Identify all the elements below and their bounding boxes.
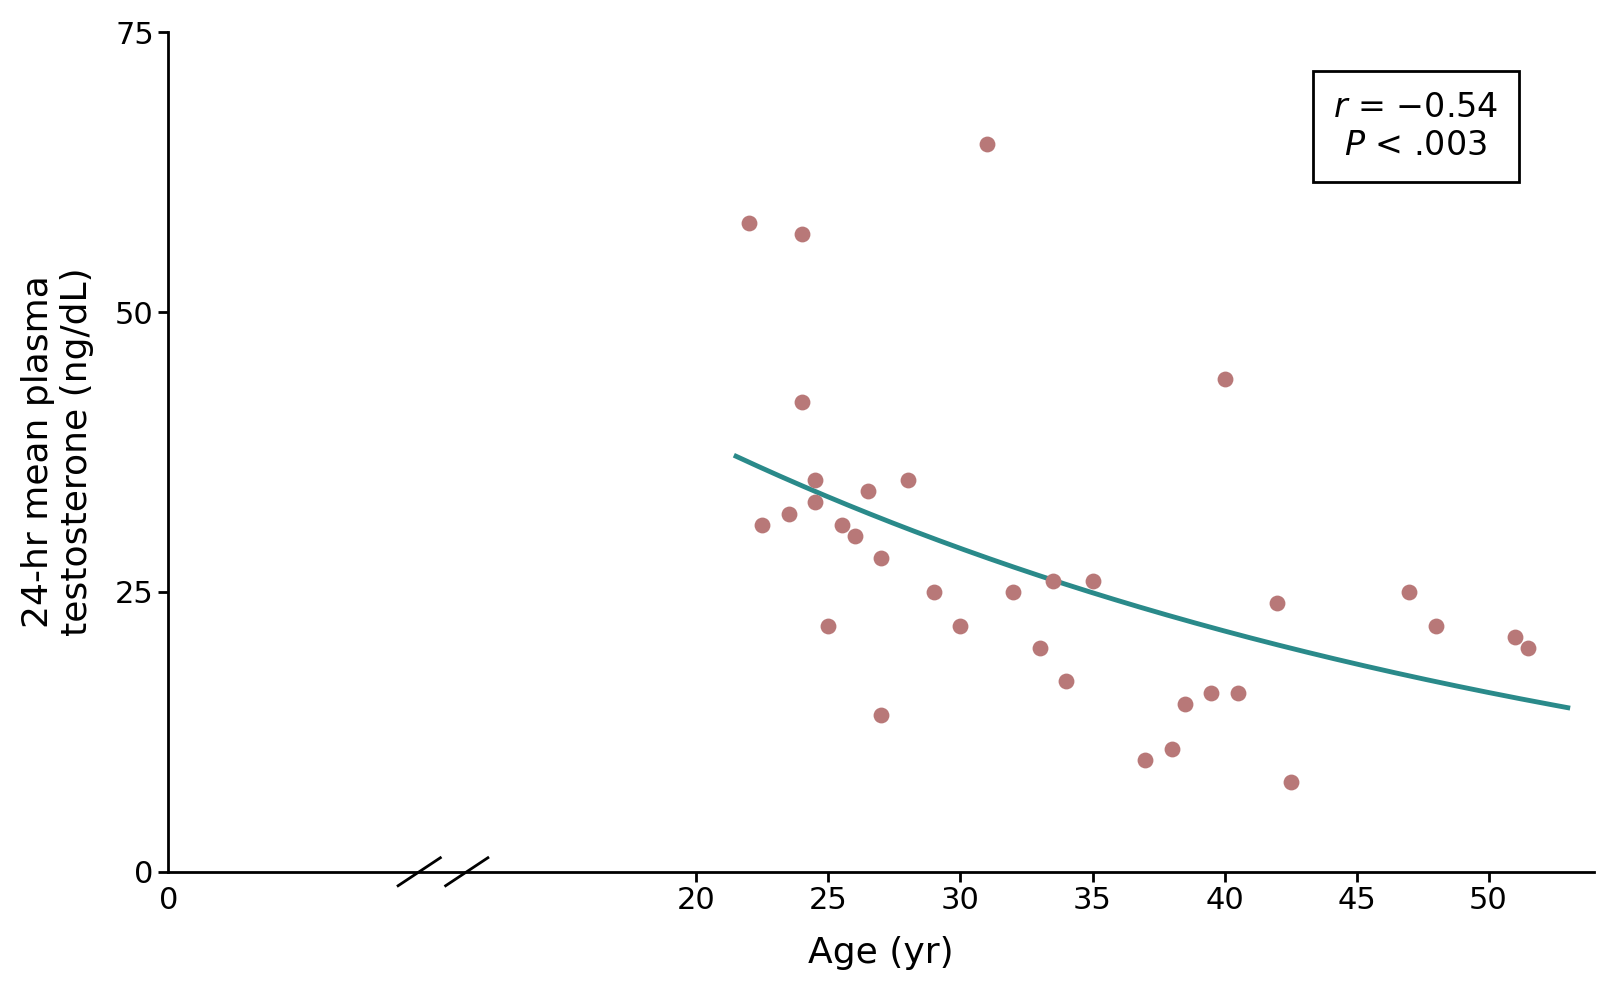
- Point: [775, 505, 801, 521]
- Point: [1223, 685, 1249, 701]
- Point: [749, 517, 775, 533]
- Point: [841, 528, 867, 544]
- Point: [1264, 596, 1290, 611]
- Text: $r$ = −0.54
$P$ < .003: $r$ = −0.54 $P$ < .003: [1333, 91, 1498, 163]
- Point: [1172, 696, 1198, 712]
- Point: [868, 708, 894, 723]
- Point: [855, 484, 881, 499]
- Point: [999, 584, 1025, 600]
- Point: [1052, 674, 1078, 690]
- X-axis label: Age (yr): Age (yr): [809, 936, 954, 970]
- Point: [947, 617, 973, 633]
- Point: [1210, 372, 1236, 387]
- Point: [1396, 584, 1422, 600]
- Point: [1198, 685, 1223, 701]
- Point: [802, 472, 828, 488]
- Y-axis label: 24-hr mean plasma
testosterone (ng/dL): 24-hr mean plasma testosterone (ng/dL): [21, 268, 94, 636]
- Point: [1277, 774, 1302, 790]
- Point: [736, 215, 762, 231]
- Point: [1039, 573, 1065, 589]
- Point: [920, 584, 946, 600]
- Point: [815, 617, 841, 633]
- Point: [789, 393, 815, 409]
- Point: [1501, 628, 1527, 644]
- Point: [1027, 640, 1052, 656]
- Point: [1422, 617, 1448, 633]
- Point: [789, 226, 815, 242]
- Point: [1131, 752, 1157, 768]
- Point: [828, 517, 854, 533]
- Point: [1159, 740, 1185, 756]
- Point: [1514, 640, 1540, 656]
- Point: [973, 137, 999, 153]
- Point: [894, 472, 920, 488]
- Point: [1078, 573, 1104, 589]
- Point: [802, 495, 828, 510]
- Point: [868, 550, 894, 566]
